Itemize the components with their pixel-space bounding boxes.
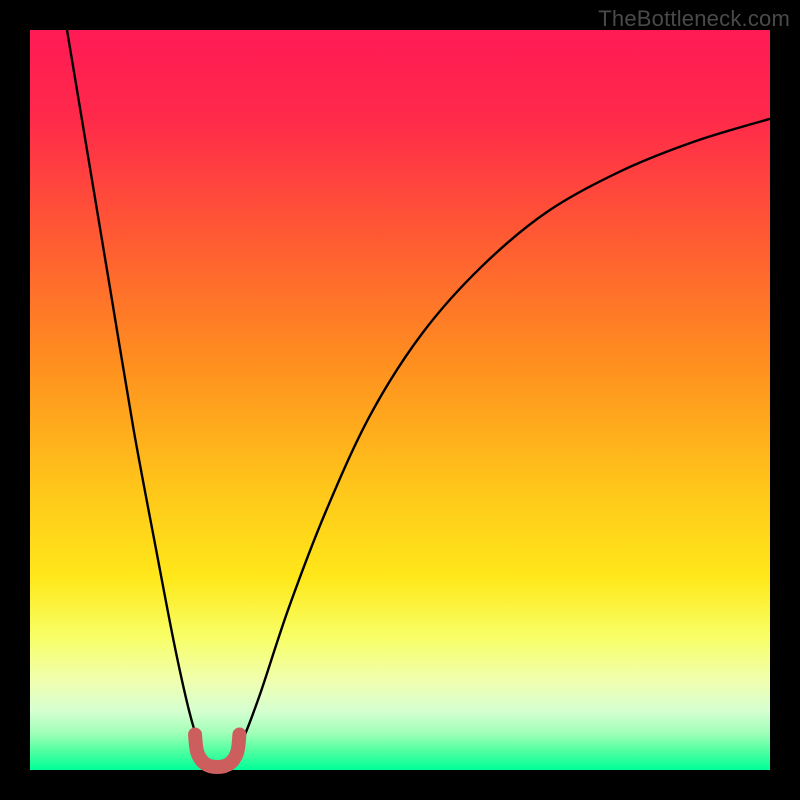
chart-stage: TheBottleneck.com [0,0,800,800]
bottleneck-chart [0,0,800,800]
plot-area [30,30,770,770]
watermark-text: TheBottleneck.com [598,6,790,32]
